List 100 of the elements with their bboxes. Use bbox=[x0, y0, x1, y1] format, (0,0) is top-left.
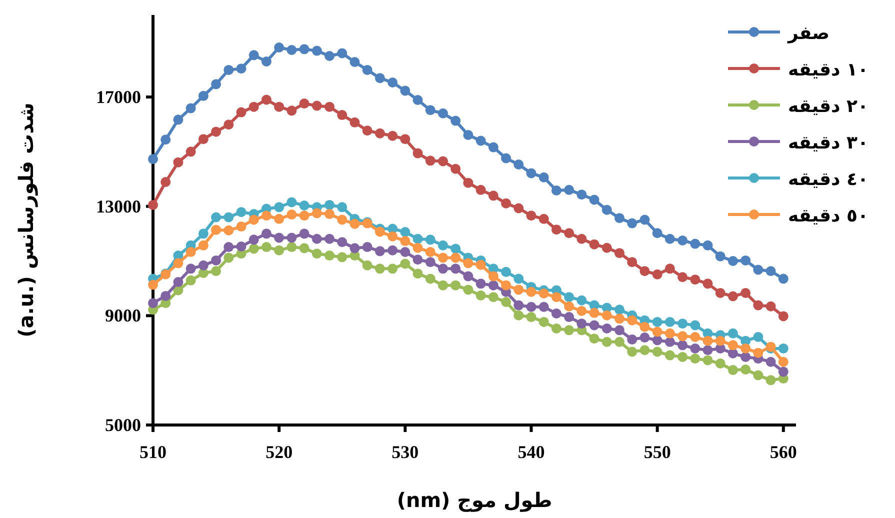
point bbox=[602, 242, 612, 253]
point bbox=[438, 280, 448, 290]
point bbox=[576, 295, 587, 306]
point bbox=[702, 345, 713, 356]
point bbox=[589, 320, 600, 330]
point bbox=[576, 318, 587, 329]
point bbox=[463, 178, 474, 188]
point bbox=[652, 335, 662, 346]
point bbox=[274, 202, 284, 212]
point bbox=[715, 288, 726, 298]
point bbox=[261, 242, 272, 252]
point bbox=[388, 78, 398, 88]
legend-label: ٤٠ دقیقه bbox=[788, 169, 868, 190]
point bbox=[514, 203, 524, 214]
point bbox=[388, 130, 398, 141]
point bbox=[488, 190, 498, 201]
point bbox=[538, 172, 549, 182]
point bbox=[400, 258, 410, 269]
point bbox=[350, 57, 360, 68]
point bbox=[627, 257, 638, 268]
point bbox=[551, 308, 562, 318]
point bbox=[766, 301, 776, 312]
point bbox=[538, 316, 549, 327]
point bbox=[538, 214, 549, 224]
point bbox=[702, 355, 713, 366]
point bbox=[690, 343, 700, 354]
point bbox=[160, 290, 171, 301]
point bbox=[740, 352, 751, 362]
point bbox=[337, 48, 348, 58]
point bbox=[753, 332, 764, 342]
point bbox=[274, 214, 284, 224]
point bbox=[526, 312, 536, 322]
point bbox=[678, 272, 688, 282]
point bbox=[274, 42, 284, 53]
point bbox=[551, 324, 562, 334]
point bbox=[362, 242, 372, 252]
point bbox=[564, 184, 574, 195]
point bbox=[690, 354, 700, 364]
point bbox=[678, 331, 688, 342]
point bbox=[488, 292, 498, 302]
point bbox=[173, 114, 184, 125]
point bbox=[388, 245, 398, 256]
point bbox=[766, 356, 776, 367]
point bbox=[350, 117, 360, 128]
point bbox=[438, 252, 448, 263]
point bbox=[501, 153, 512, 164]
point bbox=[664, 264, 675, 274]
point bbox=[740, 364, 751, 375]
point bbox=[160, 134, 171, 145]
point bbox=[551, 185, 562, 196]
point bbox=[678, 340, 688, 350]
point bbox=[678, 236, 688, 246]
point bbox=[248, 102, 259, 112]
point bbox=[438, 264, 448, 274]
point bbox=[526, 210, 536, 221]
point bbox=[186, 103, 196, 114]
point bbox=[274, 245, 284, 256]
point bbox=[211, 79, 222, 90]
point bbox=[690, 274, 700, 285]
point bbox=[337, 237, 348, 248]
point bbox=[286, 210, 297, 220]
point bbox=[702, 240, 713, 250]
point bbox=[526, 302, 536, 312]
point bbox=[198, 134, 208, 144]
point bbox=[236, 107, 246, 118]
point bbox=[224, 225, 234, 236]
point bbox=[274, 102, 284, 112]
point bbox=[664, 328, 675, 338]
point bbox=[324, 200, 335, 210]
point bbox=[690, 238, 700, 249]
point bbox=[602, 204, 612, 215]
point bbox=[186, 275, 196, 286]
point bbox=[753, 348, 764, 358]
legend-label: ١٠ دقیقه bbox=[788, 60, 868, 80]
point bbox=[374, 73, 385, 84]
point bbox=[198, 228, 208, 239]
point bbox=[198, 260, 208, 270]
point bbox=[261, 94, 272, 105]
point bbox=[211, 266, 222, 276]
point bbox=[388, 264, 398, 274]
point bbox=[374, 128, 385, 138]
point bbox=[564, 325, 574, 336]
point bbox=[627, 334, 638, 344]
point bbox=[678, 352, 688, 362]
point bbox=[286, 232, 297, 243]
y-tick-label: 17000 bbox=[96, 87, 141, 107]
point bbox=[148, 280, 158, 290]
point bbox=[374, 226, 385, 237]
point bbox=[476, 278, 486, 289]
point bbox=[299, 243, 310, 254]
point bbox=[652, 326, 662, 337]
point bbox=[576, 234, 587, 244]
point bbox=[664, 316, 675, 327]
point bbox=[766, 375, 776, 386]
point bbox=[614, 336, 624, 347]
point bbox=[501, 266, 512, 277]
point bbox=[362, 260, 372, 270]
point bbox=[488, 280, 498, 290]
point bbox=[576, 190, 587, 200]
point bbox=[728, 365, 738, 376]
